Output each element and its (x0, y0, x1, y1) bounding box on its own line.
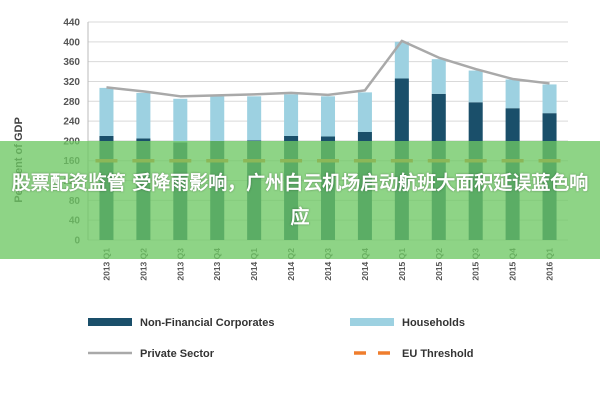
x-tick-label: 2013 Q3 (175, 248, 185, 281)
headline-text: 股票配资监管 受降雨影响，广州白云机场启动航班大面积延误蓝色响应 (11, 172, 589, 228)
x-tick-label: 2015 Q4 (508, 248, 518, 281)
bar-households (173, 98, 188, 143)
y-tick-label: 440 (63, 18, 80, 29)
bar-households (99, 87, 114, 136)
line-private-sector (106, 39, 550, 98)
bar-households (247, 96, 262, 141)
bar-households (505, 79, 520, 109)
bar-households (357, 92, 372, 132)
bar-households (542, 84, 557, 114)
y-tick-label: 320 (63, 77, 80, 88)
bar-households (284, 94, 299, 136)
bar-households (320, 96, 336, 137)
bar-households (394, 41, 409, 79)
x-tick-label: 2013 Q4 (212, 248, 222, 281)
headline-banner[interactable]: 股票配资监管 受降雨影响，广州白云机场启动航班大面积延误蓝色响应 (0, 141, 600, 259)
y-tick-label: 240 (63, 117, 80, 128)
y-tick-label: 400 (63, 37, 80, 48)
legend-label: EU Threshold (402, 348, 474, 360)
legend-label: Households (402, 317, 465, 329)
legend-label: Private Sector (140, 348, 215, 360)
legend-swatch (350, 318, 394, 326)
legend-swatch (88, 318, 132, 326)
bar-households (431, 59, 446, 94)
x-tick-label: 2015 Q2 (434, 248, 444, 281)
bar-households (210, 96, 225, 141)
x-tick-label: 2014 Q3 (323, 248, 333, 281)
legend-label: Non-Financial Corporates (140, 317, 274, 329)
x-tick-label: 2016 Q1 (545, 248, 555, 281)
x-tick-label: 2014 Q4 (360, 248, 370, 281)
bar-households (136, 92, 151, 139)
bar-households (468, 70, 483, 103)
y-tick-label: 360 (63, 57, 80, 68)
x-tick-label: 2015 Q1 (397, 248, 407, 281)
x-tick-label: 2014 Q2 (286, 248, 296, 281)
x-tick-label: 2014 Q1 (249, 248, 259, 281)
x-tick-label: 2013 Q1 (101, 248, 111, 281)
x-tick-label: 2013 Q2 (138, 248, 148, 281)
y-tick-label: 280 (63, 97, 80, 108)
x-tick-label: 2015 Q3 (471, 248, 481, 281)
